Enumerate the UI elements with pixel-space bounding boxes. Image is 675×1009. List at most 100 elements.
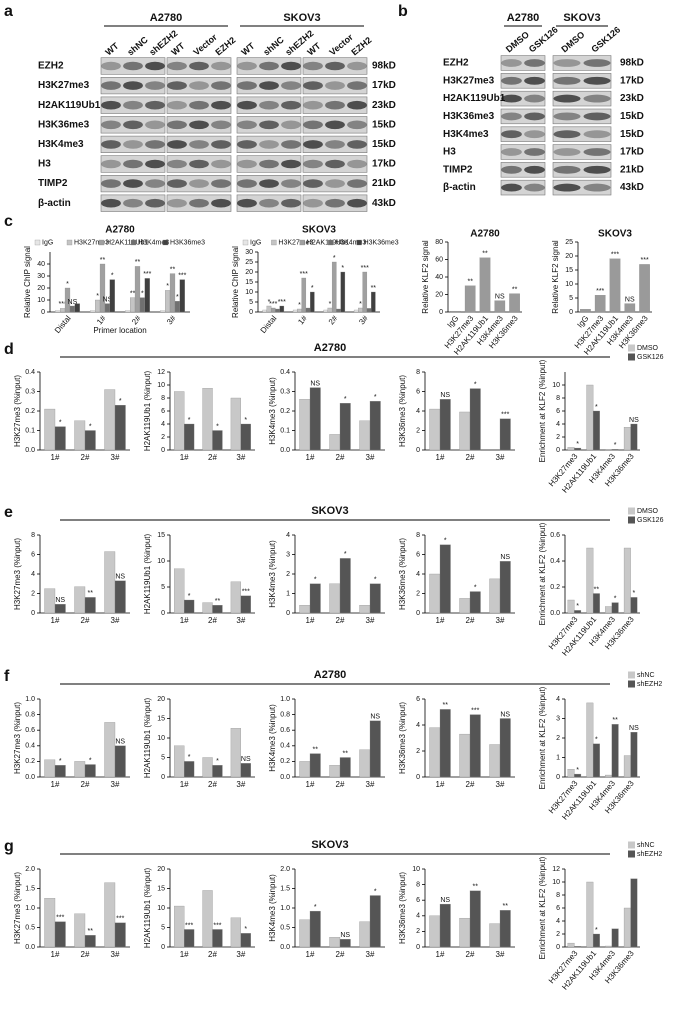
row-title: A2780	[314, 669, 346, 681]
significance: *	[614, 595, 617, 602]
bar	[74, 420, 86, 451]
significance: ***	[242, 589, 250, 596]
legend-swatch	[628, 671, 635, 679]
legend-swatch	[628, 507, 635, 515]
chart-title: SKOV3	[302, 225, 336, 236]
significance: *	[474, 381, 477, 388]
blot-band	[167, 140, 187, 149]
y-tick-label: 4	[31, 571, 35, 578]
y-tick-label: 4	[416, 571, 420, 578]
size-label: 15kD	[620, 111, 644, 122]
blot-box	[166, 77, 232, 95]
blot-band	[281, 120, 301, 130]
y-tick-label: 20	[435, 291, 443, 298]
x-tick-label: 3#	[496, 950, 505, 959]
bar	[623, 427, 631, 451]
protein-label: EZH2	[443, 58, 469, 69]
bar	[212, 929, 223, 948]
significance: ***	[56, 914, 64, 921]
legend-swatch	[628, 516, 635, 524]
y-tick-label: 10	[37, 297, 45, 304]
y-tick-label: 3	[286, 551, 290, 558]
blot-band	[347, 198, 367, 208]
y-tick-label: 2	[416, 928, 420, 935]
bar	[353, 309, 359, 313]
y-axis-label: Relative KLF2 signal	[421, 240, 430, 314]
bar	[329, 765, 341, 778]
y-axis-label: Relative ChIP signal	[23, 246, 32, 318]
blot-band	[583, 94, 611, 103]
bar	[611, 724, 619, 778]
significance: *	[595, 737, 598, 744]
blot-band	[259, 81, 279, 90]
bar	[459, 733, 471, 778]
size-label: 43kD	[372, 198, 396, 209]
group-label: A2780	[150, 12, 182, 24]
blot-band	[145, 140, 165, 149]
y-tick-label: 2	[31, 590, 35, 597]
legend-swatch	[34, 239, 41, 246]
blot-band	[259, 159, 279, 169]
blot-box	[100, 135, 166, 154]
significance: *	[298, 302, 301, 309]
bar	[623, 907, 631, 948]
significance: ***	[269, 301, 277, 308]
bar	[44, 898, 56, 948]
y-tick-label: 20	[37, 285, 45, 292]
panel-label: c	[4, 213, 13, 230]
panel-label: e	[4, 504, 13, 521]
significance: *	[216, 758, 219, 765]
y-tick-label: 4	[416, 722, 420, 729]
y-tick-label: 10	[552, 879, 560, 886]
bar	[54, 765, 66, 778]
y-axis-label: Relative ChIP signal	[231, 246, 240, 318]
blot-box	[166, 135, 232, 154]
bar	[104, 389, 116, 451]
bar	[359, 921, 371, 948]
bar	[592, 593, 600, 614]
blot-band	[325, 179, 345, 188]
protein-label: H3K4me3	[38, 139, 84, 150]
blot-band	[237, 100, 257, 110]
y-tick-label: 2	[556, 735, 560, 742]
bar	[323, 309, 328, 313]
blot-band	[303, 81, 323, 90]
bar	[329, 434, 341, 451]
bar	[297, 308, 302, 313]
blot-band	[501, 94, 522, 103]
x-axis-label: Primer location	[93, 326, 146, 335]
y-tick-label: 10	[157, 735, 165, 742]
blot-band	[303, 100, 323, 110]
blot-band	[123, 81, 143, 90]
y-axis-label: H2AK119Ub1 (%input)	[143, 370, 152, 451]
significance: NS	[115, 739, 125, 746]
bar	[494, 300, 506, 313]
panel-label: d	[4, 341, 14, 358]
significance: *	[374, 888, 377, 895]
bar	[114, 922, 126, 948]
y-tick-label: 60	[435, 256, 443, 263]
significance: *	[344, 551, 347, 558]
bar	[99, 263, 106, 313]
bar	[104, 303, 110, 313]
y-tick-label: 1	[286, 590, 290, 597]
y-axis-label: H2AK119Ub1 (%input)	[143, 533, 152, 614]
blot-band	[303, 179, 323, 188]
significance: **	[594, 586, 600, 593]
bar	[329, 583, 341, 614]
blot-band	[211, 120, 231, 130]
significance: *	[595, 404, 598, 411]
significance: *	[66, 281, 69, 288]
bar	[184, 929, 195, 948]
blot-band	[101, 179, 121, 188]
significance: *	[268, 299, 271, 306]
bar	[299, 919, 311, 948]
x-tick-label: 1#	[306, 453, 315, 462]
protein-label: TIMP2	[38, 178, 68, 189]
chart-title: A2780	[470, 229, 500, 240]
blot-band	[189, 198, 209, 208]
bar	[240, 595, 251, 614]
blot-band	[583, 183, 611, 192]
bar	[54, 426, 66, 451]
